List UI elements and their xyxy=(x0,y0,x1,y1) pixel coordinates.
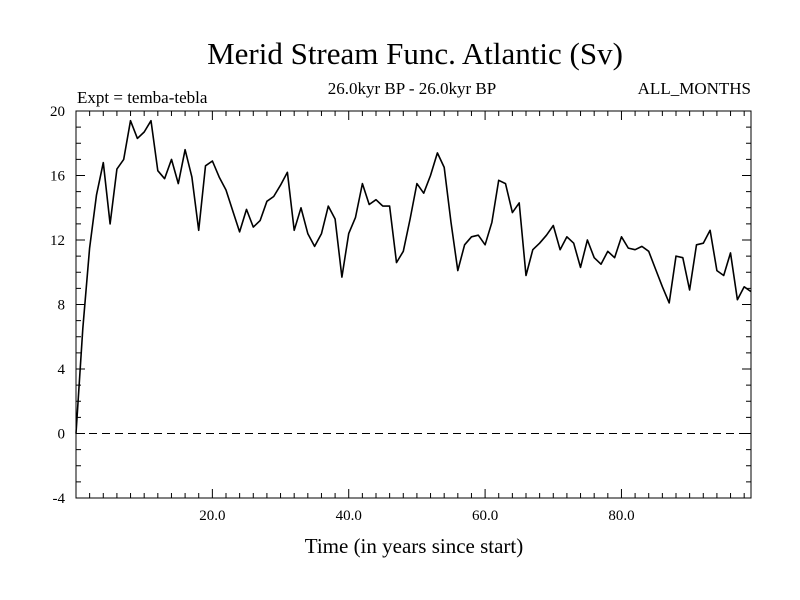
y-tick-label: 16 xyxy=(50,169,66,185)
x-tick-label: 60.0 xyxy=(472,508,498,524)
y-tick-label: 4 xyxy=(58,362,66,378)
y-tick-label: 20 xyxy=(50,104,65,120)
x-tick-label: 20.0 xyxy=(199,508,225,524)
plot-area: 20.0 40.0 60.0 80.0 -4 0 4 8 12 16 20 xyxy=(50,104,752,524)
chart-subtitle-center: 26.0kyr BP - 26.0kyr BP xyxy=(328,79,496,98)
x-axis-label: Time (in years since start) xyxy=(305,534,524,558)
series-line xyxy=(75,119,752,434)
chart-title: Merid Stream Func. Atlantic (Sv) xyxy=(207,36,623,71)
x-tick-label: 80.0 xyxy=(608,508,634,524)
chart-subtitle-left: Expt = temba-tebla xyxy=(77,88,208,107)
plot-frame xyxy=(75,110,752,499)
x-tick-label: 40.0 xyxy=(336,508,362,524)
y-tick-label: 12 xyxy=(50,233,65,249)
chart-subtitle-right: ALL_MONTHS xyxy=(638,79,751,98)
y-tick-label: -4 xyxy=(53,491,66,507)
y-tick-label: 0 xyxy=(58,427,66,443)
y-tick-label: 8 xyxy=(58,298,66,314)
